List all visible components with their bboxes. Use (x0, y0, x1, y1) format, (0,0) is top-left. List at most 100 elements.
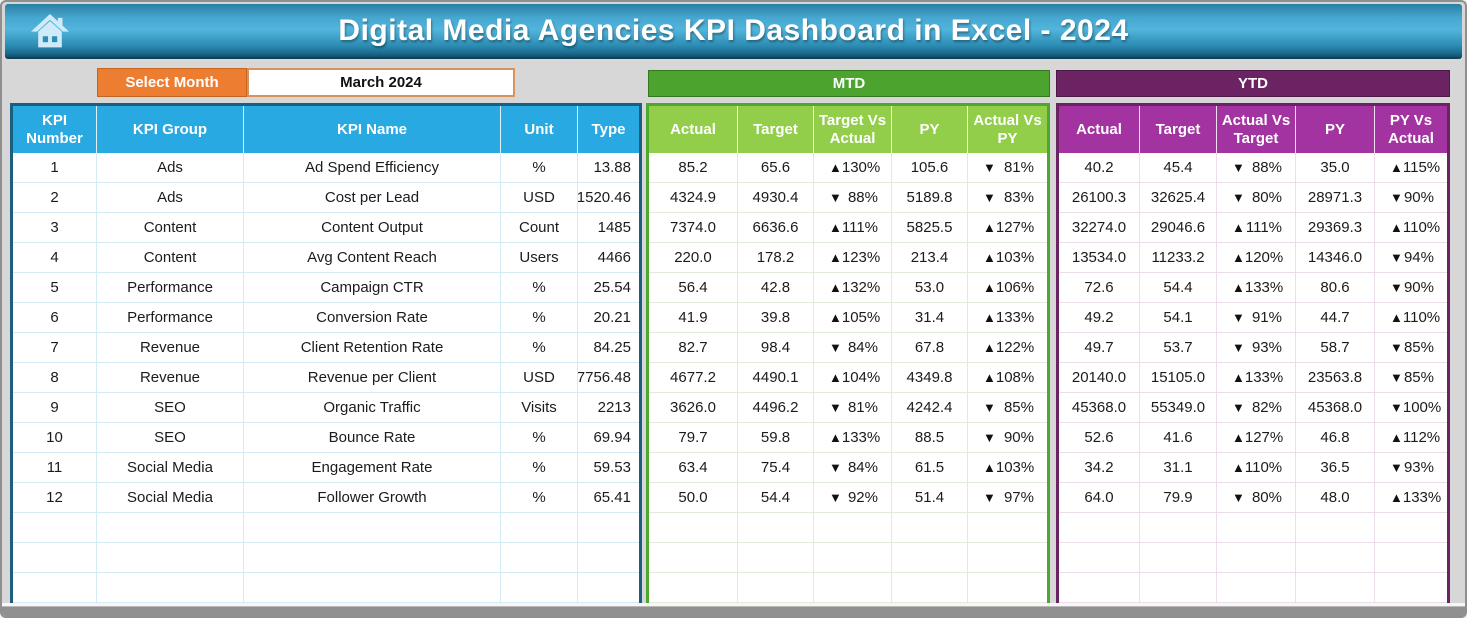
kpi-row: 7 Revenue Client Retention Rate% 84.25 (13, 333, 639, 363)
ytd-table: Actual Target Actual Vs Target PY PY Vs … (1056, 103, 1450, 603)
down-triangle-icon: ▼ (1390, 340, 1403, 355)
kpi-group-cell: Performance (97, 273, 244, 303)
mtd-target-cell: 4496.2 (738, 393, 814, 423)
empty-cell (501, 513, 578, 543)
up-triangle-icon: ▲ (983, 310, 996, 325)
up-triangle-icon: ▲ (1390, 310, 1403, 325)
mtd-row: 4677.2 4490.1 ▲ 104% 4349.8 ▲ 108% (649, 363, 1047, 393)
mtd-target-cell: 54.4 (738, 483, 814, 513)
kpi-row: 11 Social Media Engagement Rate% 59.53 (13, 453, 639, 483)
empty-cell (1296, 573, 1375, 603)
empty-cell (649, 573, 738, 603)
home-icon[interactable] (27, 10, 73, 52)
mtd-target-cell: 65.6 (738, 153, 814, 183)
kpi-table: KPI Number KPI Group KPI Name Unit Type … (10, 103, 642, 603)
ytd-row: 40.2 45.4 ▼ 88% 35.0 ▲ 115% (1059, 153, 1447, 183)
up-triangle-icon: ▲ (1232, 280, 1245, 295)
up-triangle-icon: ▲ (983, 250, 996, 265)
unit-cell: Count (501, 213, 578, 243)
empty-cell (578, 513, 639, 543)
ytd-actual-vs-target-cell: ▲ 133% (1217, 363, 1296, 393)
mtd-target-vs-actual-cell: ▲ 132% (814, 273, 892, 303)
kpi-row: 6 Performance Conversion Rate% 20.21 (13, 303, 639, 333)
kpi-number-header: KPI Number (13, 106, 97, 153)
kpi-row: 10 SEO Bounce Rate% 69.94 (13, 423, 639, 453)
ytd-target-cell: 54.1 (1140, 303, 1217, 333)
unit-cell: Visits (501, 393, 578, 423)
empty-cell (814, 543, 892, 573)
kpi-empty-row (13, 573, 639, 603)
unit-header: Unit (501, 106, 578, 153)
mtd-table: Actual Target Target Vs Actual PY Actual… (646, 103, 1050, 603)
up-triangle-icon: ▲ (983, 370, 996, 385)
percent-value: 90% (1403, 279, 1434, 296)
ytd-py-header: PY (1296, 106, 1375, 153)
ytd-row: 13534.0 11233.2 ▲ 120% 14346.0 ▼ 94% (1059, 243, 1447, 273)
mtd-py-header: PY (892, 106, 968, 153)
ytd-py-vs-actual-cell: ▲ 112% (1375, 423, 1447, 453)
percent-value: 111% (1245, 219, 1282, 236)
kpi-number-cell: 4 (13, 243, 97, 273)
mtd-actual-vs-py-cell: ▼ 85% (968, 393, 1047, 423)
percent-value: 92% (847, 489, 878, 506)
ytd-row: 49.2 54.1 ▼ 91% 44.7 ▲ 110% (1059, 303, 1447, 333)
ytd-actual-cell: 52.6 (1059, 423, 1140, 453)
ytd-table-body: 40.2 45.4 ▼ 88% 35.0 ▲ 115% 26100.3 32625.4 ▼ 80% 2… (1059, 153, 1447, 603)
month-selector-dropdown[interactable]: March 2024 (247, 68, 515, 97)
ytd-table-header-row: Actual Target Actual Vs Target PY PY Vs … (1059, 106, 1447, 153)
down-triangle-icon: ▼ (983, 190, 996, 205)
empty-cell (1217, 543, 1296, 573)
type-cell: 1485 (578, 213, 639, 243)
empty-cell (1059, 573, 1140, 603)
mtd-target-cell: 98.4 (738, 333, 814, 363)
kpi-number-cell: 8 (13, 363, 97, 393)
unit-cell: USD (501, 183, 578, 213)
down-triangle-icon: ▼ (829, 490, 842, 505)
mtd-target-vs-actual-cell: ▲ 104% (814, 363, 892, 393)
down-triangle-icon: ▼ (1232, 400, 1245, 415)
empty-cell (649, 513, 738, 543)
up-triangle-icon: ▲ (1232, 430, 1245, 445)
empty-cell (738, 573, 814, 603)
mtd-actual-vs-py-cell: ▼ 81% (968, 153, 1047, 183)
ytd-actual-vs-target-cell: ▲ 110% (1217, 453, 1296, 483)
ytd-py-cell: 36.5 (1296, 453, 1375, 483)
type-cell: 59.53 (578, 453, 639, 483)
kpi-name-cell: Organic Traffic (244, 393, 501, 423)
mtd-target-cell: 4490.1 (738, 363, 814, 393)
kpi-name-cell: Revenue per Client (244, 363, 501, 393)
empty-cell (97, 513, 244, 543)
percent-value: 127% (995, 219, 1035, 236)
down-triangle-icon: ▼ (1232, 190, 1245, 205)
ytd-py-cell: 35.0 (1296, 153, 1375, 183)
ytd-py-vs-actual-cell: ▼ 100% (1375, 393, 1447, 423)
percent-value: 105% (841, 309, 881, 326)
kpi-table-header-row: KPI Number KPI Group KPI Name Unit Type (13, 106, 639, 153)
unit-cell: Users (501, 243, 578, 273)
ytd-empty-row (1059, 573, 1447, 603)
down-triangle-icon: ▼ (829, 460, 842, 475)
down-triangle-icon: ▼ (1390, 250, 1403, 265)
mtd-actual-vs-py-cell: ▲ 133% (968, 303, 1047, 333)
up-triangle-icon: ▲ (1232, 220, 1245, 235)
up-triangle-icon: ▲ (1390, 160, 1403, 175)
percent-value: 85% (1003, 399, 1034, 416)
ytd-target-cell: 11233.2 (1140, 243, 1217, 273)
unit-cell: % (501, 423, 578, 453)
ytd-py-cell: 28971.3 (1296, 183, 1375, 213)
type-cell: 2213 (578, 393, 639, 423)
empty-cell (578, 543, 639, 573)
ytd-row: 45368.0 55349.0 ▼ 82% 45368.0 ▼ 100% (1059, 393, 1447, 423)
percent-value: 122% (995, 339, 1035, 356)
mtd-row: 63.4 75.4 ▼ 84% 61.5 ▲ 103% (649, 453, 1047, 483)
type-header: Type (591, 120, 626, 138)
percent-value: 80% (1251, 489, 1282, 506)
ytd-actual-cell: 32274.0 (1059, 213, 1140, 243)
mtd-target-cell: 42.8 (738, 273, 814, 303)
mtd-actual-cell: 79.7 (649, 423, 738, 453)
percent-value: 88% (847, 189, 878, 206)
ytd-row: 20140.0 15105.0 ▲ 133% 23563.8 ▼ 85% (1059, 363, 1447, 393)
up-triangle-icon: ▲ (829, 370, 842, 385)
empty-cell (649, 543, 738, 573)
mtd-target-cell: 6636.6 (738, 213, 814, 243)
